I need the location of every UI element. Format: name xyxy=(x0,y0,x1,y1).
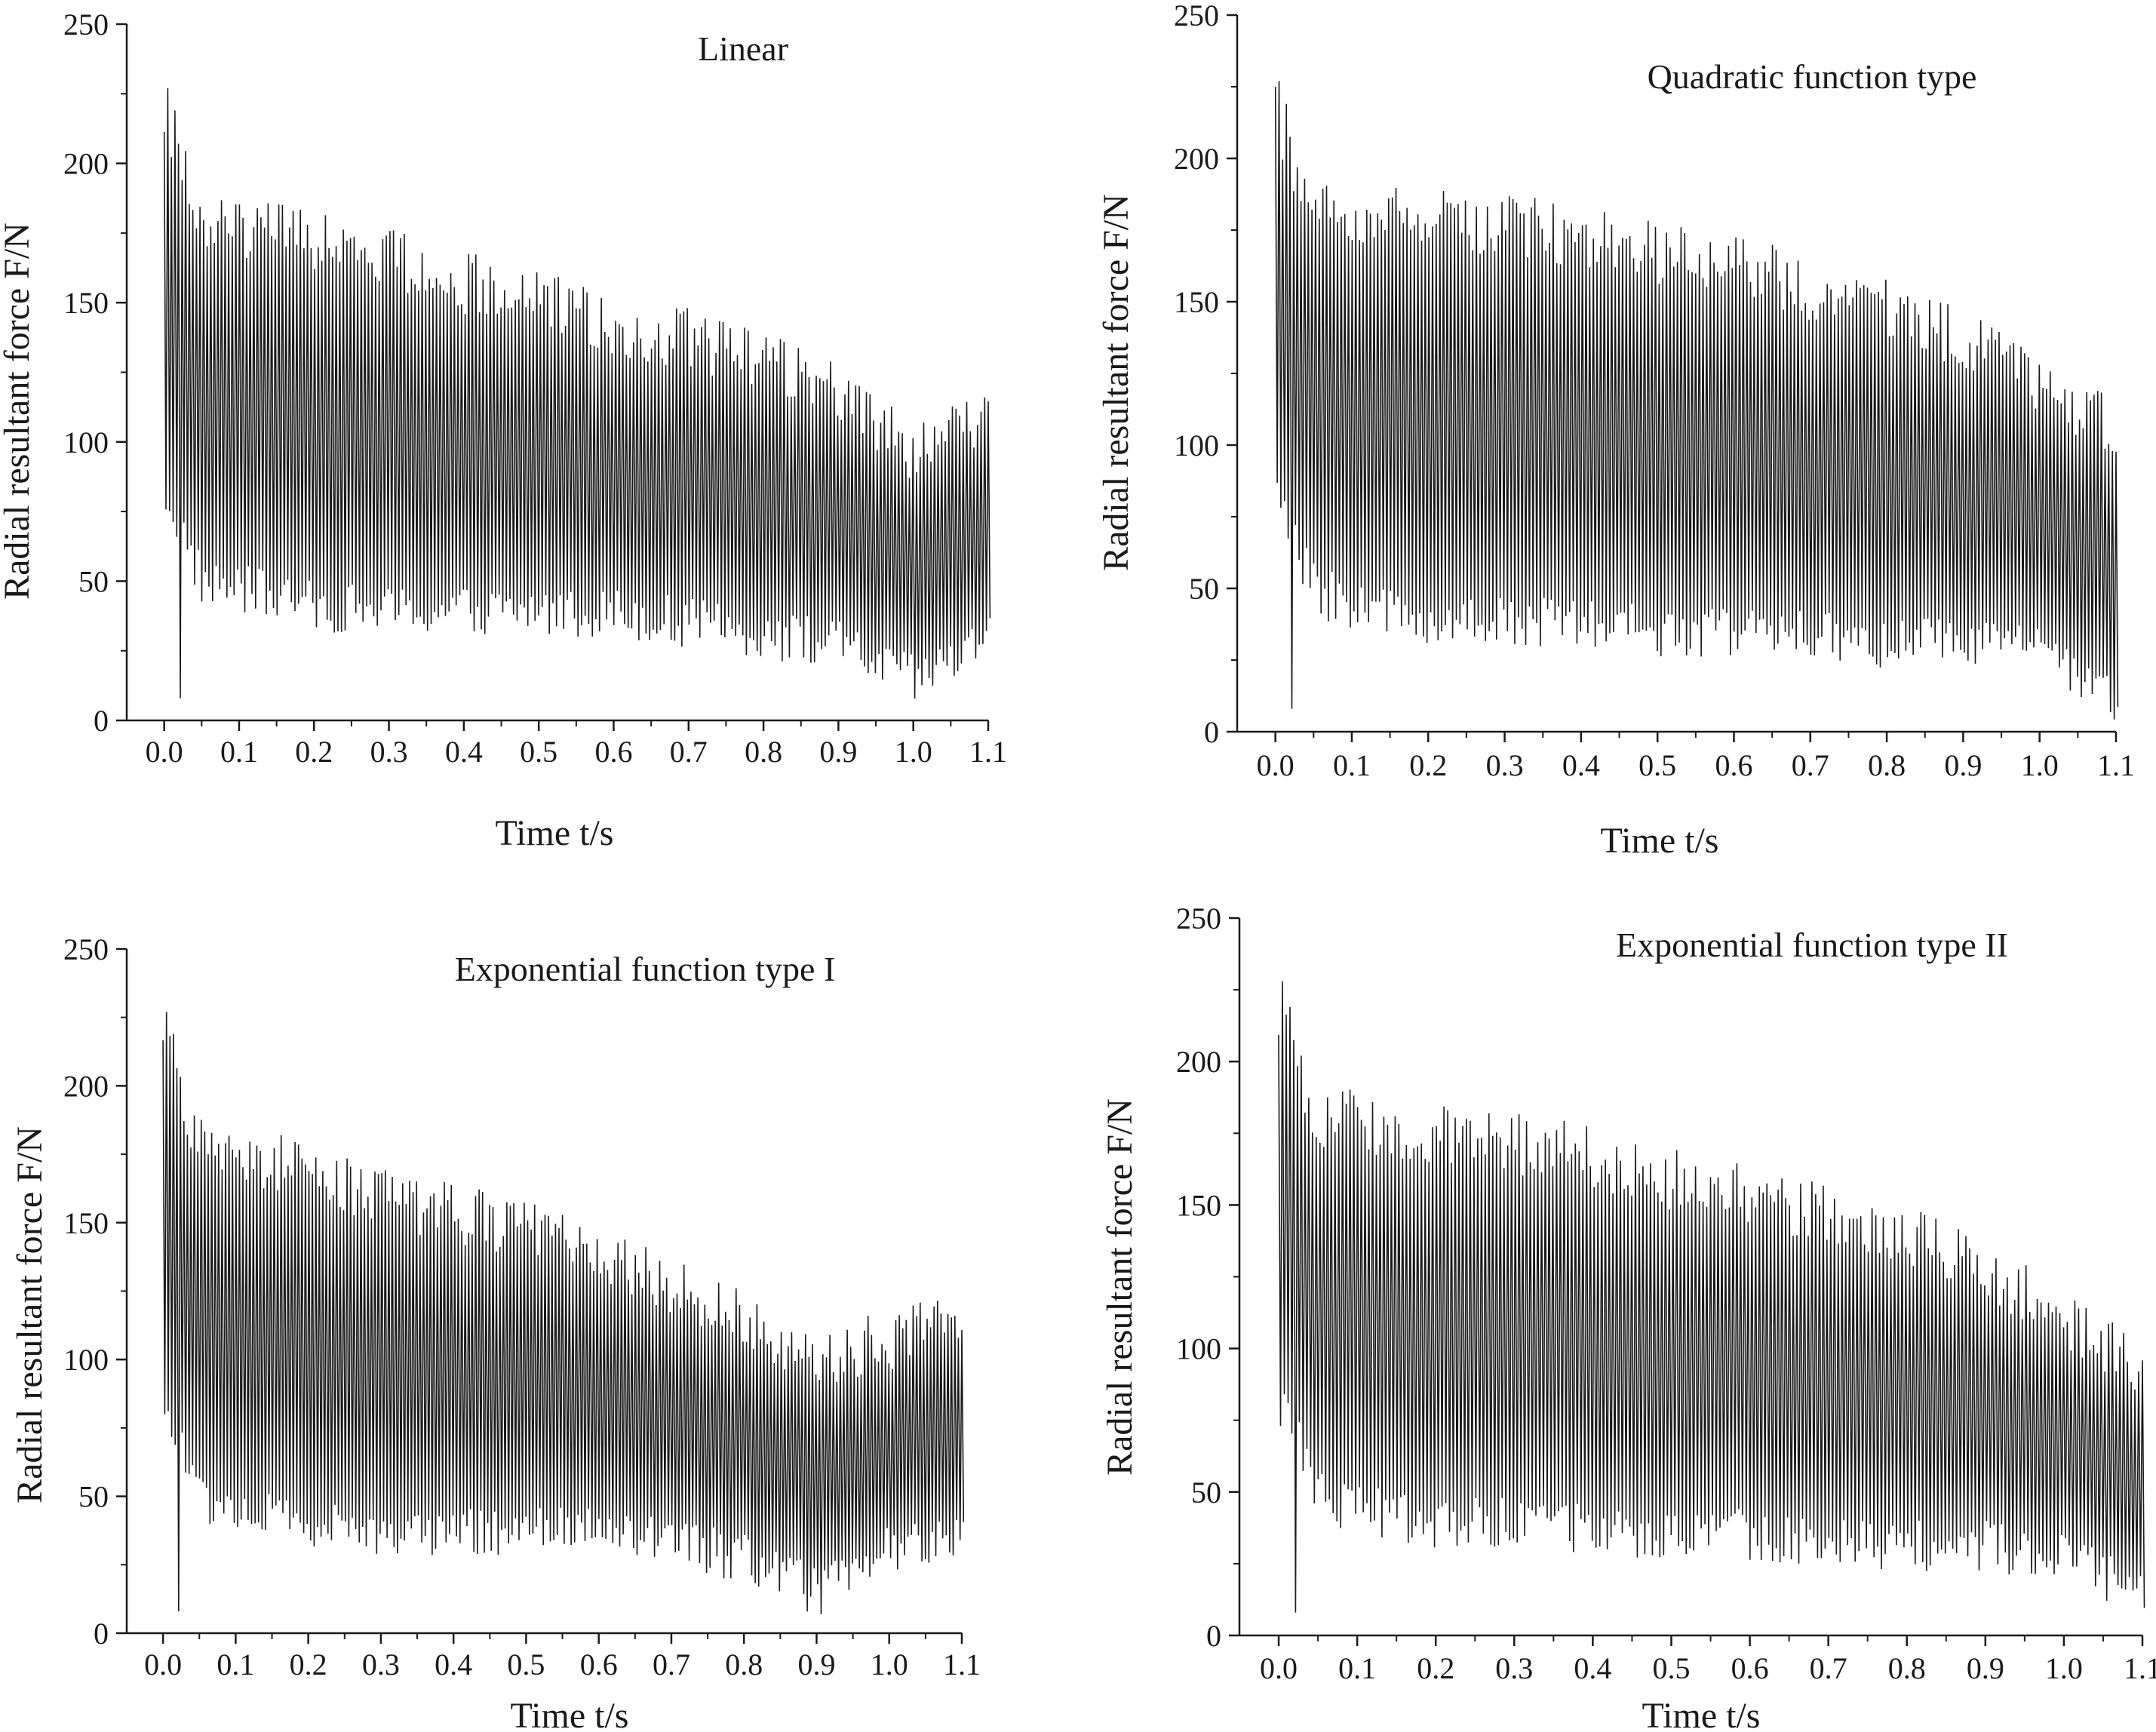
x-tick-label: 0.4 xyxy=(1562,748,1600,782)
y-tick-label: 100 xyxy=(1176,1332,1221,1366)
x-tick-label: 0.9 xyxy=(1967,1651,2004,1685)
x-tick-label: 0.4 xyxy=(445,735,483,769)
x-tick-label: 0.5 xyxy=(1638,748,1676,782)
x-tick-label: 0.8 xyxy=(745,735,782,769)
x-tick-label: 0.7 xyxy=(653,1648,690,1681)
series-line xyxy=(162,1012,965,1614)
panel-title: Exponential function type I xyxy=(455,950,836,988)
x-tick-label: 1.1 xyxy=(969,735,1007,769)
chart-panel-exponential-2: Exponential function type II Time t/s Ra… xyxy=(1100,901,2156,1732)
y-tick-label: 150 xyxy=(63,1206,109,1240)
y-axis-title: Radial resultant force F/N xyxy=(1100,1098,1140,1476)
x-tick-label: 0.4 xyxy=(435,1648,472,1681)
series-line xyxy=(1274,81,2119,720)
chart-panel-quadratic: Quadratic function type Time t/s Radial … xyxy=(1096,0,2135,861)
y-tick-label: 250 xyxy=(63,8,109,41)
x-tick-label: 0.3 xyxy=(1495,1651,1533,1685)
x-tick-label: 0.6 xyxy=(1715,748,1752,782)
panel-title: Exponential function type II xyxy=(1616,926,2008,964)
x-tick-label: 0.3 xyxy=(1486,748,1524,782)
y-tick-label: 200 xyxy=(63,147,109,181)
x-tick-label: 0.7 xyxy=(1810,1651,1847,1685)
x-tick-label: 1.1 xyxy=(2124,1651,2156,1685)
y-tick-label: 200 xyxy=(63,1069,109,1103)
series-line xyxy=(1278,981,2145,1613)
x-tick-label: 0.1 xyxy=(220,735,258,769)
y-tick-label: 150 xyxy=(1176,1188,1221,1222)
y-tick-label: 0 xyxy=(94,704,109,738)
x-tick-label: 0.9 xyxy=(797,1648,835,1681)
series-line xyxy=(163,88,991,699)
panel-title: Quadratic function type xyxy=(1648,57,1977,96)
x-tick-label: 0.8 xyxy=(1888,1651,1926,1685)
x-tick-label: 0.8 xyxy=(725,1648,763,1681)
y-tick-label: 0 xyxy=(94,1617,109,1651)
y-tick-label: 200 xyxy=(1176,1045,1221,1079)
y-tick-label: 200 xyxy=(1174,142,1219,176)
x-tick-label: 0.2 xyxy=(1409,748,1447,782)
x-tick-label: 0.8 xyxy=(1868,748,1906,782)
x-tick-label: 0.2 xyxy=(290,1648,327,1681)
y-tick-label: 250 xyxy=(63,932,109,966)
chart-panel-exponential-1: Exponential function type I Time t/s Rad… xyxy=(10,932,981,1732)
x-tick-label: 1.0 xyxy=(895,735,932,769)
x-tick-label: 0.7 xyxy=(670,735,708,769)
y-tick-label: 250 xyxy=(1174,0,1219,32)
x-tick-label: 0.7 xyxy=(1792,748,1829,782)
y-tick-label: 50 xyxy=(1189,572,1219,606)
x-axis-title: Time t/s xyxy=(1601,821,1719,861)
x-tick-label: 0.2 xyxy=(295,735,333,769)
x-tick-label: 0.6 xyxy=(580,1648,618,1681)
y-tick-label: 250 xyxy=(1176,901,1221,935)
x-tick-label: 0.0 xyxy=(146,735,183,769)
x-tick-label: 0.0 xyxy=(1257,748,1295,782)
y-tick-label: 150 xyxy=(63,286,109,320)
y-tick-label: 0 xyxy=(1204,715,1219,749)
x-axis-title: Time t/s xyxy=(1642,1696,1761,1732)
x-tick-label: 0.9 xyxy=(1944,748,1982,782)
x-tick-label: 1.0 xyxy=(2045,1651,2083,1685)
x-tick-label: 0.0 xyxy=(144,1648,182,1681)
x-tick-label: 0.5 xyxy=(507,1648,545,1681)
y-axis-title: Radial resultant force F/N xyxy=(0,223,37,600)
x-tick-label: 0.3 xyxy=(362,1648,400,1681)
x-tick-label: 0.2 xyxy=(1417,1651,1454,1685)
x-tick-label: 0.1 xyxy=(1338,1651,1376,1685)
x-tick-label: 1.0 xyxy=(871,1648,908,1681)
y-tick-label: 100 xyxy=(63,1343,109,1377)
y-tick-label: 50 xyxy=(78,564,109,598)
x-tick-label: 0.5 xyxy=(1652,1651,1690,1685)
x-tick-label: 0.0 xyxy=(1260,1651,1298,1685)
x-tick-label: 0.1 xyxy=(1333,748,1371,782)
chart-panel-linear: Linear Time t/s Radial resultant force F… xyxy=(0,8,1007,853)
y-axis-title: Radial resultant force F/N xyxy=(1096,194,1136,571)
x-tick-label: 0.3 xyxy=(370,735,408,769)
x-tick-label: 1.0 xyxy=(2021,748,2059,782)
y-tick-label: 50 xyxy=(1191,1476,1221,1509)
x-tick-label: 0.1 xyxy=(217,1648,254,1681)
x-tick-label: 0.4 xyxy=(1574,1651,1611,1685)
y-tick-label: 150 xyxy=(1174,285,1219,319)
x-axis-title: Time t/s xyxy=(496,813,614,853)
y-tick-label: 100 xyxy=(63,425,109,459)
y-axis-title: Radial resultant force F/N xyxy=(10,1126,50,1503)
x-tick-label: 1.1 xyxy=(943,1648,981,1681)
panel-title: Linear xyxy=(698,29,788,68)
y-tick-label: 50 xyxy=(78,1480,109,1514)
x-tick-label: 0.6 xyxy=(594,735,632,769)
y-tick-label: 0 xyxy=(1206,1619,1221,1653)
x-tick-label: 0.9 xyxy=(819,735,857,769)
x-axis-title: Time t/s xyxy=(511,1696,629,1732)
y-tick-label: 100 xyxy=(1174,428,1219,462)
x-tick-label: 0.5 xyxy=(520,735,557,769)
x-tick-label: 0.6 xyxy=(1731,1651,1769,1685)
x-tick-label: 1.1 xyxy=(2097,748,2135,782)
